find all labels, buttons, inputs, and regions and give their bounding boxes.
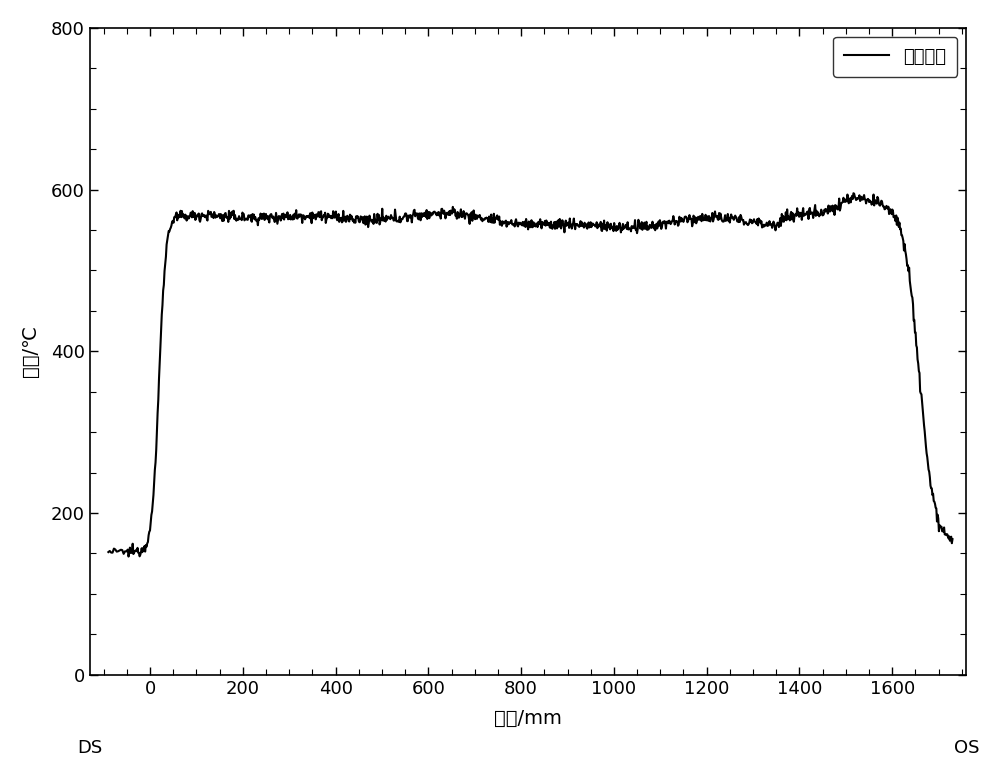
Text: OS: OS bbox=[954, 739, 979, 758]
Legend: 温度曲线: 温度曲线 bbox=[833, 37, 957, 77]
Text: DS: DS bbox=[77, 739, 102, 758]
Y-axis label: 温度/℃: 温度/℃ bbox=[21, 325, 40, 377]
X-axis label: 宽度/mm: 宽度/mm bbox=[494, 709, 562, 727]
